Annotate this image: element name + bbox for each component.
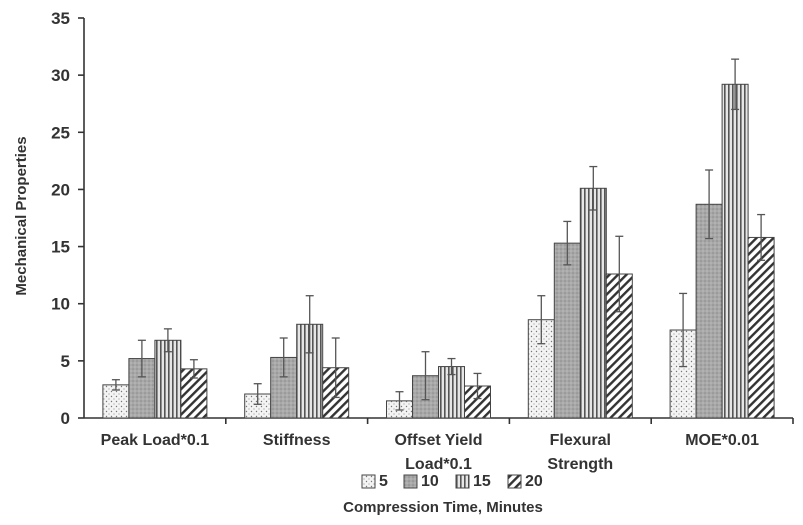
legend-label-5: 5 (379, 473, 388, 490)
legend-swatch-20 (507, 474, 522, 489)
y-tick-label: 10 (51, 295, 70, 314)
y-tick-label: 15 (51, 238, 70, 257)
legend-swatch-10 (403, 474, 418, 489)
legend-swatch-5 (361, 474, 376, 489)
x-category-label: Strength (547, 456, 613, 473)
bar-moe-0-01-15 (721, 83, 749, 419)
bar-moe-0-01-10 (695, 203, 723, 419)
x-category-label: Stiffness (263, 432, 331, 449)
x-category-label: MOE*0.01 (685, 432, 759, 449)
y-tick-label: 30 (51, 66, 70, 85)
x-category-label: Peak Load*0.1 (101, 432, 210, 449)
y-tick-label: 20 (51, 180, 70, 199)
y-axis-title: Mechanical Properties (13, 136, 30, 295)
y-tick-label: 35 (51, 9, 70, 28)
legend-label-10: 10 (421, 473, 439, 490)
y-tick-label: 5 (61, 352, 70, 371)
x-category-label: Flexural (550, 432, 611, 449)
y-tick-label: 0 (61, 409, 70, 428)
y-tick-label: 25 (51, 123, 70, 142)
x-category-label: Load*0.1 (405, 456, 472, 473)
x-axis-title: Compression Time, Minutes (343, 499, 543, 516)
legend-swatch-15 (455, 474, 470, 489)
bar-moe-0-01-20 (747, 236, 775, 419)
bar-flexural-strength-15 (579, 187, 607, 419)
x-category-label: Offset Yield (394, 432, 482, 449)
bar-flexural-strength-10 (553, 242, 581, 419)
legend-label-20: 20 (525, 473, 543, 490)
legend-label-15: 15 (473, 473, 491, 490)
